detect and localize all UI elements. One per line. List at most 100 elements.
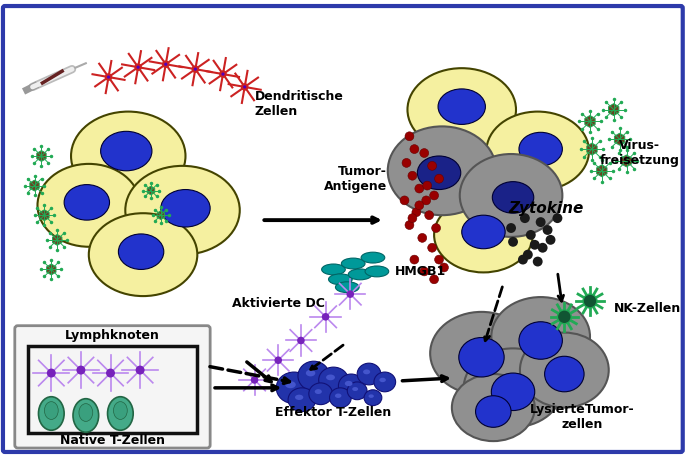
Circle shape [553, 213, 562, 223]
Bar [28, 346, 197, 433]
Ellipse shape [368, 394, 374, 398]
Ellipse shape [379, 378, 386, 382]
Circle shape [418, 234, 427, 242]
Circle shape [107, 76, 110, 79]
Circle shape [136, 65, 140, 69]
Text: Effektor T-Zellen: Effektor T-Zellen [275, 406, 391, 419]
Ellipse shape [295, 395, 303, 400]
Ellipse shape [430, 312, 533, 395]
Circle shape [194, 67, 197, 71]
Ellipse shape [357, 363, 381, 385]
Text: LysierteTumor-
zellen: LysierteTumor- zellen [530, 403, 635, 431]
Ellipse shape [298, 361, 329, 391]
Circle shape [402, 158, 411, 167]
Ellipse shape [276, 372, 312, 403]
Circle shape [520, 213, 530, 223]
Circle shape [439, 263, 448, 272]
Ellipse shape [338, 374, 364, 398]
Circle shape [543, 225, 553, 235]
Circle shape [526, 230, 536, 240]
Circle shape [275, 356, 282, 364]
Ellipse shape [459, 338, 504, 377]
Text: Dendritische
Zellen: Dendritische Zellen [254, 90, 343, 118]
Ellipse shape [329, 274, 352, 285]
Circle shape [415, 184, 424, 193]
Ellipse shape [388, 126, 496, 215]
Ellipse shape [71, 112, 186, 201]
Circle shape [422, 196, 431, 205]
Text: Virus-
freisetzung: Virus- freisetzung [599, 139, 679, 167]
Ellipse shape [491, 297, 590, 376]
Text: HMGB1: HMGB1 [395, 265, 446, 278]
Ellipse shape [519, 132, 562, 166]
Circle shape [136, 365, 145, 375]
Circle shape [536, 217, 546, 227]
Ellipse shape [125, 166, 240, 255]
Circle shape [420, 267, 429, 276]
Ellipse shape [73, 399, 99, 432]
Ellipse shape [113, 402, 127, 420]
Circle shape [134, 63, 142, 71]
Circle shape [427, 161, 436, 170]
Ellipse shape [492, 182, 534, 213]
Ellipse shape [363, 370, 370, 374]
Ellipse shape [365, 266, 389, 277]
Circle shape [546, 235, 555, 245]
Ellipse shape [322, 264, 345, 275]
Circle shape [346, 290, 354, 298]
Ellipse shape [417, 156, 461, 190]
FancyBboxPatch shape [3, 6, 682, 452]
Circle shape [221, 72, 224, 76]
Ellipse shape [79, 403, 92, 421]
Circle shape [322, 313, 329, 321]
Ellipse shape [461, 215, 505, 249]
Ellipse shape [315, 389, 322, 394]
Ellipse shape [364, 390, 382, 406]
Circle shape [408, 171, 417, 180]
Circle shape [583, 294, 597, 308]
Circle shape [410, 255, 419, 264]
Text: Zytokine: Zytokine [508, 201, 583, 216]
Ellipse shape [161, 190, 210, 227]
Circle shape [415, 201, 424, 210]
Ellipse shape [407, 68, 516, 151]
Ellipse shape [38, 397, 64, 430]
Ellipse shape [348, 382, 367, 400]
Circle shape [434, 174, 443, 183]
Circle shape [523, 250, 533, 260]
Text: Aktivierte DC: Aktivierte DC [232, 298, 325, 311]
Ellipse shape [545, 356, 584, 392]
Ellipse shape [309, 383, 332, 404]
Ellipse shape [520, 333, 609, 408]
Circle shape [405, 221, 414, 229]
Text: NK-Zellen: NK-Zellen [614, 302, 681, 316]
Ellipse shape [64, 185, 110, 220]
Circle shape [420, 148, 429, 158]
Ellipse shape [44, 402, 58, 420]
Circle shape [47, 369, 56, 377]
Circle shape [405, 132, 414, 141]
Ellipse shape [475, 396, 511, 427]
Ellipse shape [460, 154, 562, 237]
Circle shape [106, 369, 115, 377]
Circle shape [408, 214, 417, 223]
Ellipse shape [519, 322, 562, 359]
Ellipse shape [319, 367, 348, 393]
Circle shape [297, 337, 304, 344]
Circle shape [533, 256, 543, 267]
Ellipse shape [38, 164, 140, 247]
Circle shape [162, 60, 170, 68]
Text: Tumor-
Antigene: Tumor- Antigene [323, 165, 386, 193]
Ellipse shape [374, 372, 395, 392]
Circle shape [241, 83, 249, 91]
Ellipse shape [118, 234, 164, 269]
Circle shape [508, 237, 518, 247]
Circle shape [427, 243, 436, 252]
Circle shape [432, 224, 441, 233]
Circle shape [400, 196, 409, 205]
Circle shape [434, 255, 443, 264]
Ellipse shape [306, 370, 316, 376]
Ellipse shape [285, 381, 296, 388]
Text: Lymphknoten: Lymphknoten [65, 329, 160, 342]
Circle shape [425, 211, 434, 220]
